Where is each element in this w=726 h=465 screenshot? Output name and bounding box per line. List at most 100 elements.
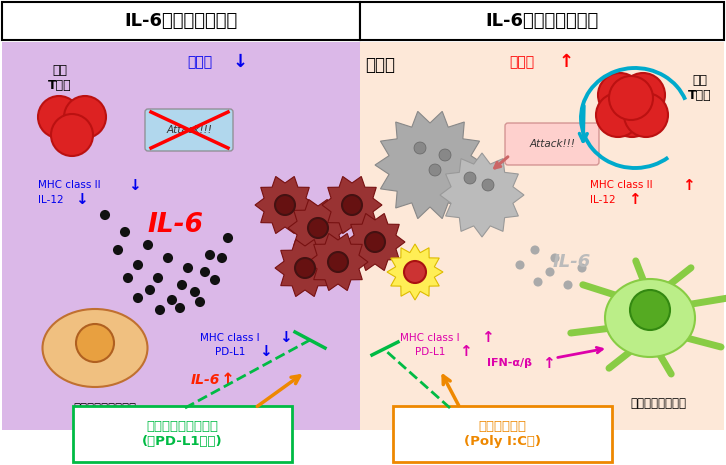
Text: MHC class II: MHC class II [590,180,653,190]
Polygon shape [288,199,348,257]
Text: IFN-α/β: IFN-α/β [487,358,532,368]
Text: 穿孔酶: 穿孔酶 [510,55,534,69]
Circle shape [224,234,232,242]
Circle shape [579,265,585,272]
Text: 未成熟的树突状细胞: 未成熟的树突状细胞 [73,401,136,414]
Circle shape [211,276,219,284]
Text: IL-6: IL-6 [553,253,591,271]
Text: ↓: ↓ [75,193,88,207]
Text: IL-12: IL-12 [38,195,64,205]
Polygon shape [375,112,485,219]
Circle shape [534,279,542,286]
Ellipse shape [43,309,147,387]
Text: 免疫检查点抑制疗法
(抗PD-L1抗体): 免疫检查点抑制疗法 (抗PD-L1抗体) [142,420,222,448]
Circle shape [101,211,109,219]
Circle shape [621,73,665,117]
Circle shape [184,264,192,272]
Text: ↑: ↑ [459,345,471,359]
Polygon shape [345,213,405,271]
Circle shape [134,261,142,269]
Circle shape [404,261,426,283]
Text: IL-6: IL-6 [190,373,220,387]
Text: 效应
T细胞: 效应 T细胞 [48,64,72,92]
Circle shape [610,93,654,137]
Circle shape [134,294,142,302]
Circle shape [516,261,523,268]
Polygon shape [308,233,368,291]
Text: MHC class II: MHC class II [38,180,101,190]
Text: IL-6少量产生的状态: IL-6少量产生的状态 [486,12,599,30]
Polygon shape [322,177,382,233]
Text: ↑: ↑ [628,193,641,207]
Circle shape [365,232,385,252]
Text: 癌细胞: 癌细胞 [365,56,395,74]
FancyBboxPatch shape [393,406,612,462]
Circle shape [168,296,176,304]
Circle shape [342,195,362,215]
Text: ↑: ↑ [542,356,555,371]
Text: ↓: ↓ [128,178,141,193]
Text: ↑: ↑ [682,178,695,193]
Circle shape [51,114,93,156]
FancyBboxPatch shape [505,123,599,165]
Circle shape [531,246,539,253]
Circle shape [201,268,209,276]
Circle shape [596,93,640,137]
Circle shape [156,306,164,314]
Circle shape [191,288,199,296]
Circle shape [624,93,668,137]
Circle shape [308,218,328,238]
Text: MHC class I: MHC class I [400,333,460,343]
Text: MHC class I: MHC class I [200,333,260,343]
FancyBboxPatch shape [360,2,724,40]
Circle shape [176,304,184,312]
Text: ↑: ↑ [481,331,494,345]
Text: ↑: ↑ [221,371,235,389]
Text: Attack!!!: Attack!!! [529,139,575,149]
Circle shape [414,142,426,154]
Circle shape [154,274,162,282]
Circle shape [38,96,80,138]
Circle shape [464,172,476,184]
Circle shape [609,76,653,120]
Circle shape [196,298,204,306]
Circle shape [64,96,106,138]
Text: ↑: ↑ [558,53,574,71]
Circle shape [114,246,122,254]
Polygon shape [387,244,443,300]
Text: 成熟的树突状细胞: 成熟的树突状细胞 [630,397,686,410]
FancyBboxPatch shape [73,406,292,462]
Circle shape [295,258,315,278]
FancyBboxPatch shape [2,2,360,40]
Text: IL-6: IL-6 [147,212,203,238]
Text: PD-L1: PD-L1 [215,347,245,357]
Text: IL-6大量产生的状态: IL-6大量产生的状态 [124,12,237,30]
Text: Attack!!!: Attack!!! [166,125,212,135]
Text: IL-12: IL-12 [590,195,616,205]
Circle shape [482,179,494,191]
Circle shape [178,281,186,289]
Text: ↓: ↓ [258,345,272,359]
Circle shape [429,164,441,176]
Circle shape [547,268,553,275]
Circle shape [121,228,129,236]
Circle shape [76,324,114,362]
Text: 效应
T细胞: 效应 T细胞 [688,74,711,102]
Circle shape [565,281,571,288]
Text: 穿孔酶: 穿孔酶 [187,55,213,69]
Polygon shape [255,177,315,233]
Circle shape [439,149,451,161]
Text: ↓: ↓ [232,53,248,71]
Text: PD-L1: PD-L1 [415,347,445,357]
Circle shape [630,290,670,330]
Text: ↓: ↓ [279,331,291,345]
Polygon shape [440,153,524,237]
Circle shape [124,274,132,282]
Circle shape [206,251,214,259]
Circle shape [328,252,348,272]
Circle shape [552,254,558,261]
Circle shape [146,286,154,294]
Polygon shape [275,239,335,297]
Circle shape [598,73,642,117]
Circle shape [144,241,152,249]
